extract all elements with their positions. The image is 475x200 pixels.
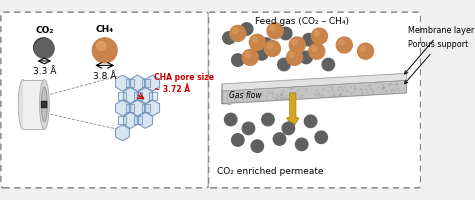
Circle shape bbox=[300, 51, 313, 64]
Circle shape bbox=[322, 58, 334, 71]
Circle shape bbox=[260, 38, 273, 50]
Circle shape bbox=[282, 122, 294, 135]
Circle shape bbox=[292, 40, 297, 45]
Circle shape bbox=[312, 46, 317, 51]
Circle shape bbox=[242, 49, 258, 65]
Circle shape bbox=[339, 40, 344, 45]
Circle shape bbox=[34, 38, 53, 57]
Polygon shape bbox=[118, 116, 126, 124]
Circle shape bbox=[39, 43, 48, 52]
Circle shape bbox=[358, 43, 373, 59]
Circle shape bbox=[295, 138, 308, 151]
Circle shape bbox=[289, 52, 294, 57]
FancyBboxPatch shape bbox=[209, 12, 420, 188]
Polygon shape bbox=[139, 88, 152, 104]
Polygon shape bbox=[115, 75, 129, 91]
Circle shape bbox=[279, 27, 292, 40]
Text: CO₂: CO₂ bbox=[35, 26, 54, 35]
Circle shape bbox=[225, 113, 237, 126]
Polygon shape bbox=[149, 92, 157, 100]
Polygon shape bbox=[146, 100, 160, 116]
Polygon shape bbox=[133, 116, 142, 124]
Text: Membrane layer: Membrane layer bbox=[405, 26, 475, 74]
Circle shape bbox=[37, 41, 50, 54]
Circle shape bbox=[41, 45, 46, 50]
Circle shape bbox=[245, 52, 250, 57]
Circle shape bbox=[97, 41, 105, 50]
Polygon shape bbox=[222, 80, 407, 104]
Circle shape bbox=[286, 49, 303, 65]
Text: CHA pore size
~ 3.72 Å: CHA pore size ~ 3.72 Å bbox=[153, 73, 213, 94]
Polygon shape bbox=[131, 100, 144, 116]
Polygon shape bbox=[115, 125, 129, 141]
Circle shape bbox=[309, 43, 325, 59]
Polygon shape bbox=[115, 100, 129, 116]
Circle shape bbox=[42, 46, 45, 49]
Circle shape bbox=[92, 38, 117, 63]
Circle shape bbox=[249, 34, 266, 50]
Circle shape bbox=[223, 32, 235, 44]
Text: CH₄: CH₄ bbox=[95, 25, 114, 34]
Circle shape bbox=[304, 115, 317, 128]
Circle shape bbox=[43, 47, 44, 49]
Circle shape bbox=[273, 133, 286, 145]
Circle shape bbox=[240, 23, 253, 35]
Text: Gas flow: Gas flow bbox=[229, 91, 261, 100]
Polygon shape bbox=[146, 75, 160, 91]
Ellipse shape bbox=[41, 87, 48, 122]
Circle shape bbox=[232, 134, 244, 146]
Circle shape bbox=[265, 41, 280, 57]
Circle shape bbox=[314, 31, 320, 36]
Polygon shape bbox=[124, 112, 137, 128]
Circle shape bbox=[315, 131, 327, 143]
Text: Feed gas (CO₂ – CH₄): Feed gas (CO₂ – CH₄) bbox=[255, 17, 349, 26]
Circle shape bbox=[40, 44, 47, 51]
Circle shape bbox=[242, 122, 255, 135]
FancyArrow shape bbox=[286, 93, 299, 128]
FancyBboxPatch shape bbox=[1, 12, 209, 188]
Polygon shape bbox=[139, 112, 152, 128]
Polygon shape bbox=[222, 73, 407, 91]
Circle shape bbox=[36, 40, 51, 56]
Circle shape bbox=[256, 48, 268, 60]
Circle shape bbox=[230, 25, 246, 41]
Polygon shape bbox=[124, 88, 137, 104]
Bar bbox=[23, 80, 44, 129]
Circle shape bbox=[262, 113, 274, 126]
Ellipse shape bbox=[39, 80, 49, 129]
Circle shape bbox=[35, 39, 54, 58]
Polygon shape bbox=[118, 92, 126, 100]
Circle shape bbox=[278, 58, 290, 71]
Circle shape bbox=[360, 46, 366, 51]
Circle shape bbox=[35, 39, 52, 57]
Polygon shape bbox=[126, 79, 134, 87]
Circle shape bbox=[232, 28, 238, 33]
Polygon shape bbox=[142, 79, 150, 87]
Circle shape bbox=[289, 37, 305, 53]
Circle shape bbox=[267, 43, 273, 49]
Circle shape bbox=[267, 23, 283, 39]
Circle shape bbox=[270, 25, 275, 31]
Ellipse shape bbox=[18, 80, 28, 129]
Circle shape bbox=[38, 42, 49, 53]
Polygon shape bbox=[126, 104, 134, 112]
Circle shape bbox=[37, 41, 50, 55]
Circle shape bbox=[312, 28, 327, 44]
Text: 3.8 Å: 3.8 Å bbox=[93, 72, 116, 81]
Polygon shape bbox=[131, 75, 144, 91]
Text: 3.3 Å: 3.3 Å bbox=[33, 67, 56, 76]
Bar bbox=[41, 101, 47, 108]
Polygon shape bbox=[133, 92, 142, 100]
Circle shape bbox=[232, 54, 244, 66]
Polygon shape bbox=[142, 104, 150, 112]
Circle shape bbox=[303, 33, 315, 46]
Circle shape bbox=[252, 37, 257, 42]
Circle shape bbox=[336, 37, 352, 53]
Circle shape bbox=[251, 140, 264, 152]
Text: Porous support: Porous support bbox=[405, 40, 468, 84]
Text: CO₂ enriched permeate: CO₂ enriched permeate bbox=[218, 167, 324, 176]
